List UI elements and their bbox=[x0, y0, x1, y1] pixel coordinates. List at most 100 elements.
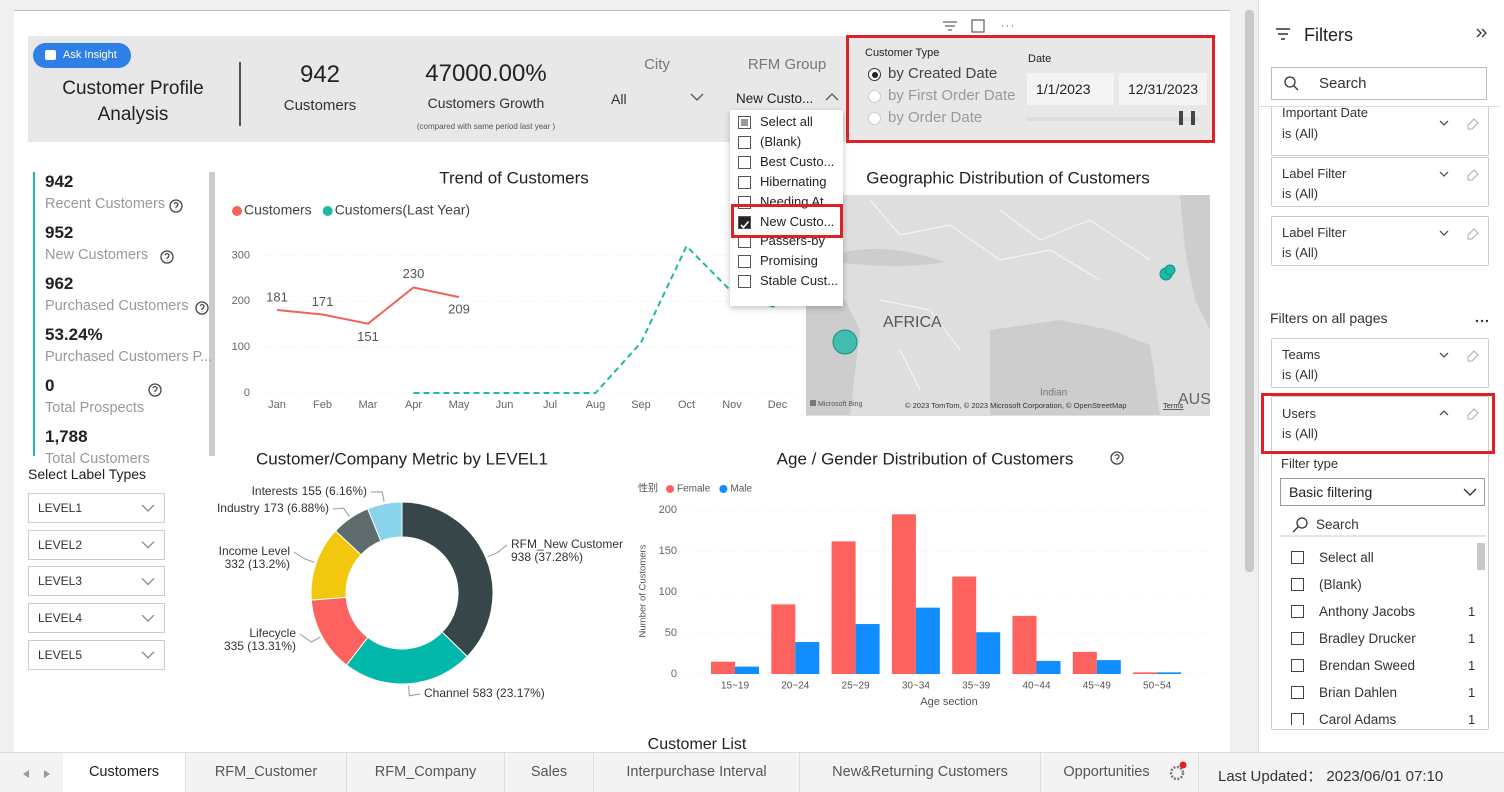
filter-card[interactable]: Label Filter is (All) bbox=[1271, 157, 1489, 207]
checkbox-partial bbox=[741, 119, 748, 126]
filter-name: Label Filter bbox=[1282, 166, 1347, 181]
radio[interactable] bbox=[868, 68, 881, 81]
radio[interactable] bbox=[868, 112, 881, 125]
highlight-box bbox=[731, 204, 843, 238]
filter-state: is (All) bbox=[1282, 126, 1319, 141]
filters-content: Filters Search Important Date is (All) Label… bbox=[1258, 0, 1504, 752]
filter-item[interactable]: Brendan Sweed bbox=[1319, 658, 1416, 673]
kpi-label: Customers bbox=[283, 97, 357, 114]
option-label[interactable]: Stable Cust... bbox=[760, 273, 839, 289]
filter-type-label: Filter type bbox=[1281, 456, 1339, 471]
filter-item[interactable]: (Blank) bbox=[1319, 577, 1362, 592]
filter-item[interactable]: Select all bbox=[1319, 550, 1374, 565]
checkbox[interactable] bbox=[1291, 632, 1304, 645]
page-tab[interactable]: RFM_Company bbox=[347, 753, 505, 792]
filter-state: is (All) bbox=[1282, 367, 1319, 382]
level-dropdown[interactable]: LEVEL2 bbox=[28, 529, 165, 560]
report-title: Customer Profile Analysis bbox=[62, 78, 204, 125]
filters-search[interactable]: Search bbox=[1271, 67, 1487, 100]
option-label[interactable]: (Blank) bbox=[760, 133, 802, 149]
filter-name: Important Date bbox=[1282, 106, 1368, 120]
ask-insight-button[interactable]: Ask Insight bbox=[33, 43, 131, 68]
filter-name: Teams bbox=[1282, 347, 1321, 362]
slicer-value[interactable]: New Custo... bbox=[736, 91, 814, 106]
last-updated: Last Updated： 2023/06/01 07:10 bbox=[1218, 768, 1444, 785]
filters-icons bbox=[1276, 28, 1487, 91]
filter-item-count: 1 bbox=[1468, 712, 1476, 725]
checkbox[interactable] bbox=[738, 275, 751, 289]
more-icon bbox=[1475, 319, 1489, 323]
radio-label[interactable]: by First Order Date bbox=[888, 87, 1016, 104]
radio-label[interactable]: by Created Date bbox=[888, 65, 998, 82]
metric-label: Total Customers bbox=[45, 451, 150, 467]
checkbox[interactable] bbox=[1291, 605, 1304, 618]
level-dropdown[interactable]: LEVEL1 bbox=[28, 493, 165, 523]
filter-item[interactable]: Carol Adams bbox=[1319, 712, 1397, 725]
date-box[interactable]: 12/31/2023 bbox=[1119, 73, 1207, 105]
page-tab[interactable]: Opportunities bbox=[1041, 753, 1199, 792]
checkbox[interactable] bbox=[738, 255, 751, 269]
radio-label[interactable]: by Order Date bbox=[888, 109, 983, 126]
card-icons bbox=[1439, 228, 1479, 240]
kpi-value: 942 bbox=[299, 61, 341, 88]
radio[interactable] bbox=[868, 90, 881, 103]
page-tab[interactable]: New&Returning Customers bbox=[800, 753, 1041, 792]
page-tab[interactable]: Customers bbox=[63, 753, 186, 792]
filter-state: is (All) bbox=[1282, 186, 1319, 201]
checkbox[interactable] bbox=[738, 175, 751, 189]
checkbox[interactable] bbox=[738, 155, 751, 169]
radio-dot bbox=[871, 71, 878, 78]
filter-card[interactable]: Teams is (All) bbox=[1271, 338, 1489, 388]
filter-item[interactable]: Bradley Drucker bbox=[1319, 631, 1416, 646]
section-title: Customer List bbox=[647, 736, 747, 753]
filter-name: Users bbox=[1282, 406, 1316, 421]
panel-label: Date bbox=[1028, 53, 1052, 65]
list-search[interactable]: Search bbox=[1316, 517, 1359, 532]
filter-card[interactable]: Important Date is (All) bbox=[1271, 106, 1489, 156]
header-divider bbox=[239, 62, 241, 126]
metric-value: 0 bbox=[45, 376, 55, 395]
slicer-label: City bbox=[644, 56, 670, 73]
metric-label: Total Prospects bbox=[45, 400, 145, 416]
checkbox[interactable] bbox=[738, 135, 751, 149]
option-label[interactable]: Promising bbox=[760, 253, 818, 269]
kpi-label: Customers Growth bbox=[427, 95, 545, 111]
checkbox[interactable] bbox=[1291, 686, 1304, 699]
customer-type-panel: Customer Type by Created Date by First Ord… bbox=[846, 35, 1215, 143]
filter-item-count: 1 bbox=[1468, 604, 1476, 619]
metric-value: 952 bbox=[45, 223, 74, 242]
filter-card[interactable]: Label Filter is (All) bbox=[1271, 216, 1489, 266]
checkbox[interactable] bbox=[1291, 551, 1304, 564]
highlight-box bbox=[1261, 393, 1495, 454]
filter-item[interactable]: Brian Dahlen bbox=[1319, 685, 1398, 700]
metric-value: 53.24% bbox=[45, 325, 103, 344]
level-dropdown[interactable]: LEVEL5 bbox=[28, 639, 165, 670]
page-tab[interactable]: Interpurchase Interval bbox=[594, 753, 800, 792]
slicer-value[interactable]: All bbox=[611, 91, 627, 107]
filters-title: Filters bbox=[1304, 25, 1353, 45]
date-slider-track bbox=[1027, 117, 1199, 121]
option-label[interactable]: Best Custo... bbox=[760, 153, 835, 169]
metric-value: 1,788 bbox=[45, 427, 88, 446]
date-box[interactable]: 1/1/2023 bbox=[1027, 73, 1114, 105]
filter-state: is (All) bbox=[1282, 245, 1319, 260]
checkbox[interactable] bbox=[1291, 713, 1304, 725]
page-tab[interactable]: RFM_Customer bbox=[186, 753, 347, 792]
checkbox[interactable] bbox=[738, 116, 751, 129]
filter-item[interactable]: Anthony Jacobs bbox=[1319, 604, 1416, 619]
section-label: Filters on all pages bbox=[1270, 310, 1388, 326]
date-slider-handle[interactable] bbox=[1179, 111, 1195, 125]
level-dropdown[interactable]: LEVEL4 bbox=[28, 603, 165, 634]
metric-label: Purchased Customers bbox=[45, 298, 189, 314]
page-tab[interactable]: Sales bbox=[505, 753, 594, 792]
option-label[interactable]: Hibernating bbox=[760, 173, 827, 189]
option-label[interactable]: Select all bbox=[760, 114, 813, 129]
checkbox[interactable] bbox=[738, 215, 751, 229]
metric-value: 962 bbox=[45, 274, 74, 293]
checkbox[interactable] bbox=[1291, 659, 1304, 672]
checkbox[interactable] bbox=[1291, 578, 1304, 591]
main-scrollbar bbox=[1245, 10, 1254, 572]
filter-type-select[interactable]: Basic filtering bbox=[1280, 478, 1485, 506]
level-dropdown[interactable]: LEVEL3 bbox=[28, 566, 165, 597]
